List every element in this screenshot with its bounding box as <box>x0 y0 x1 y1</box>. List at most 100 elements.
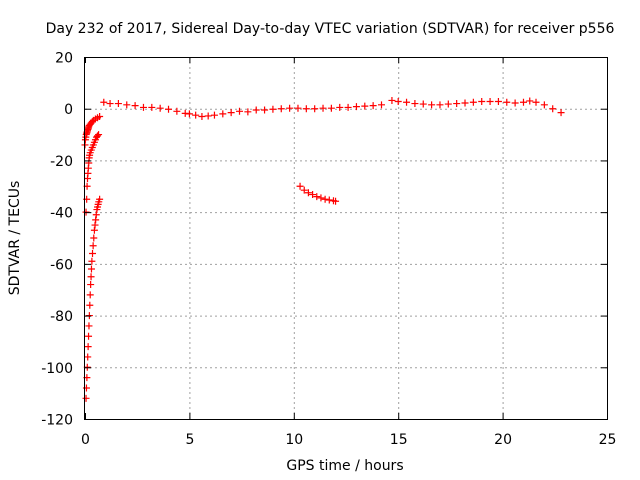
data-point <box>494 97 502 105</box>
data-point <box>332 197 340 205</box>
data-point <box>294 104 302 112</box>
data-point <box>394 97 402 105</box>
data-point <box>309 191 317 199</box>
data-point <box>319 104 327 112</box>
data-point <box>198 112 206 120</box>
data-point <box>185 110 193 118</box>
data-point <box>526 97 534 105</box>
data-point <box>91 221 99 229</box>
x-tick-label: 0 <box>81 432 90 448</box>
y-tick-label: -80 <box>50 309 73 325</box>
data-point <box>549 105 557 113</box>
x-tick-label: 25 <box>599 432 617 448</box>
data-point <box>540 101 548 109</box>
data-point <box>519 98 527 106</box>
data-point <box>85 312 93 320</box>
series-early-arc-3 <box>82 195 104 402</box>
data-point <box>88 257 96 265</box>
data-point <box>96 112 104 120</box>
data-point <box>87 281 95 289</box>
plot-frame <box>84 57 608 420</box>
data-point <box>453 100 461 108</box>
data-point <box>428 101 436 109</box>
data-point <box>352 103 360 111</box>
data-point <box>89 242 97 250</box>
data-point <box>317 194 325 202</box>
data-point <box>486 97 494 105</box>
data-point <box>304 189 312 197</box>
data-point <box>123 101 131 109</box>
data-point <box>369 102 377 110</box>
data-point <box>95 131 103 139</box>
data-point <box>192 111 200 119</box>
series-mid-arc <box>296 182 340 205</box>
data-point <box>87 273 95 281</box>
data-point <box>286 104 294 112</box>
data-point <box>557 109 565 117</box>
data-point <box>100 98 108 106</box>
data-point <box>296 182 304 190</box>
series-early-arc-2 <box>82 131 103 216</box>
data-point <box>227 109 235 117</box>
data-point <box>87 265 95 273</box>
y-tick-label: -100 <box>41 361 73 377</box>
data-point <box>261 106 269 114</box>
data-point <box>244 108 252 116</box>
data-point <box>461 99 469 107</box>
data-point <box>344 103 352 111</box>
x-tick-label: 5 <box>185 432 194 448</box>
data-point <box>478 97 486 105</box>
data-point <box>96 195 104 203</box>
data-point <box>419 100 427 108</box>
data-point <box>277 105 285 113</box>
x-tick-label: 20 <box>494 432 512 448</box>
data-point <box>210 111 218 119</box>
data-point <box>86 291 94 299</box>
data-point <box>377 101 385 109</box>
data-point <box>411 100 419 108</box>
data-point <box>94 132 102 140</box>
data-point <box>469 98 477 106</box>
data-point <box>219 110 227 118</box>
data-point <box>361 102 369 110</box>
data-point <box>139 103 147 111</box>
x-tick-label: 10 <box>285 432 303 448</box>
data-point <box>311 105 319 113</box>
data-point <box>436 101 444 109</box>
data-point <box>92 211 100 219</box>
data-point <box>90 226 98 234</box>
data-point <box>85 332 93 340</box>
data-points-layer <box>81 96 565 402</box>
data-point <box>269 105 277 113</box>
data-point <box>511 99 519 107</box>
axis-ticks-layer: 0 5 10 15 20 25 20 0 -20 -40 -60 -80 -100 -120 <box>41 51 616 449</box>
data-point <box>82 394 90 402</box>
data-point <box>300 186 308 194</box>
data-point <box>325 196 333 204</box>
data-point <box>327 104 335 112</box>
data-point <box>156 104 164 112</box>
y-tick-label: -40 <box>50 206 73 222</box>
data-point <box>313 193 321 201</box>
data-point <box>236 107 244 115</box>
data-point <box>173 107 181 115</box>
grid-layer <box>85 57 607 419</box>
data-point <box>85 322 93 330</box>
data-point <box>388 96 396 104</box>
data-point <box>148 103 156 111</box>
y-tick-label: -60 <box>50 257 73 273</box>
data-point <box>336 103 344 111</box>
series-main-arc <box>100 96 565 120</box>
data-point <box>503 98 511 106</box>
data-point <box>532 98 540 106</box>
x-axis-title: GPS time / hours <box>286 458 403 474</box>
data-point <box>131 102 139 110</box>
data-point <box>84 353 92 361</box>
data-point <box>90 234 98 242</box>
y-tick-label: 20 <box>55 51 73 67</box>
y-tick-label: 0 <box>64 102 73 118</box>
data-point <box>252 106 260 114</box>
data-point <box>89 250 97 258</box>
x-tick-label: 15 <box>390 432 408 448</box>
